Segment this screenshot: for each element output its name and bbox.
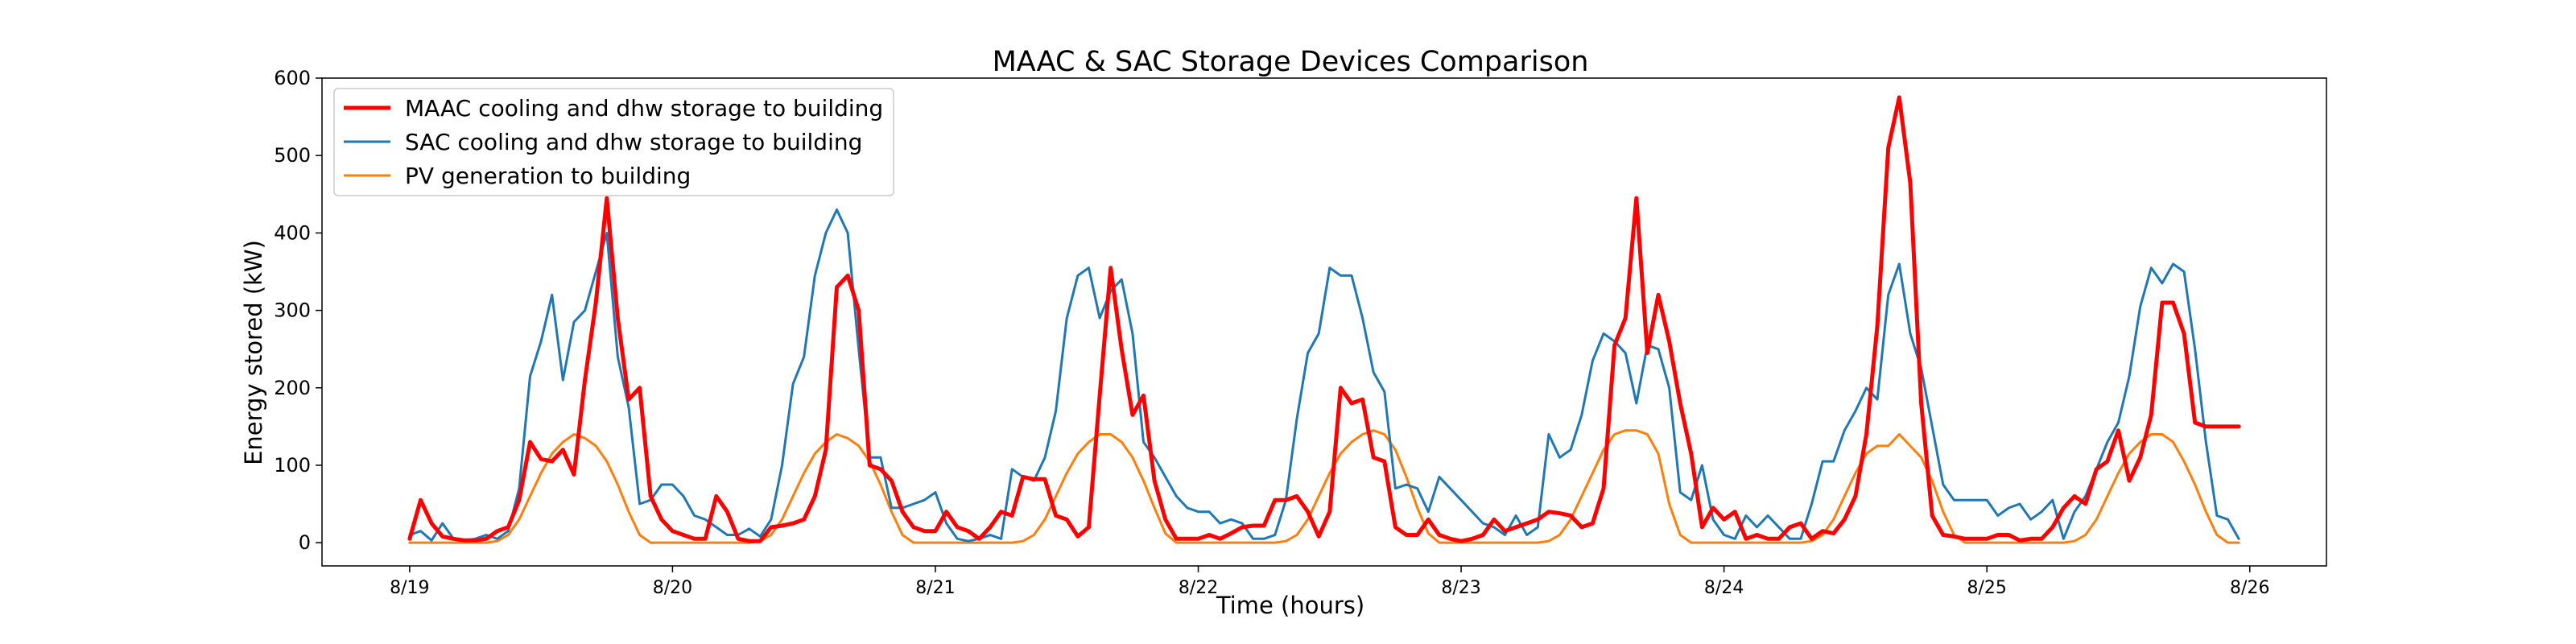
- x-tick-label: 8/21: [915, 578, 955, 598]
- x-tick-label: 8/20: [653, 578, 692, 598]
- x-tick-label: 8/22: [1179, 578, 1218, 598]
- y-axis-title: Energy stored (kW): [240, 240, 267, 465]
- legend: MAAC cooling and dhw storage to building…: [333, 88, 894, 196]
- y-tick-label: 300: [274, 299, 311, 322]
- y-tick-label: 100: [274, 454, 311, 477]
- series-line-maac-cooling-and-dhw-storage-to-building: [407, 95, 2241, 543]
- x-tick-label: 8/25: [1967, 578, 2006, 598]
- legend-label: MAAC cooling and dhw storage to building: [405, 95, 883, 122]
- legend-label: SAC cooling and dhw storage to building: [405, 129, 862, 155]
- x-tick-label: 8/26: [2230, 578, 2269, 598]
- series-line-pv-generation-to-building: [408, 429, 2240, 544]
- plot-area: 0 100 200 300 400 500 600 8/19 8/20 8/21 8/22 8/23 8…: [274, 67, 2327, 598]
- plot-frame: [321, 77, 2327, 567]
- y-tick-label: 600: [274, 67, 311, 89]
- legend-label: PV generation to building: [405, 163, 691, 189]
- y-tick-label: 400: [274, 221, 311, 244]
- legend-box: [333, 88, 894, 196]
- y-tick-label: 200: [274, 377, 311, 399]
- x-axis-title: Time (hours): [1216, 592, 1364, 619]
- x-tick-label: 8/23: [1441, 578, 1480, 598]
- series-line-sac-cooling-and-dhw-storage-to-building: [408, 208, 2240, 543]
- y-tick-label: 0: [299, 531, 311, 554]
- chart-title: MAAC & SAC Storage Devices Comparison: [993, 46, 1589, 78]
- y-tick-label: 500: [274, 144, 311, 167]
- x-tick-label: 8/24: [1704, 578, 1744, 598]
- x-tick-label: 8/19: [390, 578, 429, 598]
